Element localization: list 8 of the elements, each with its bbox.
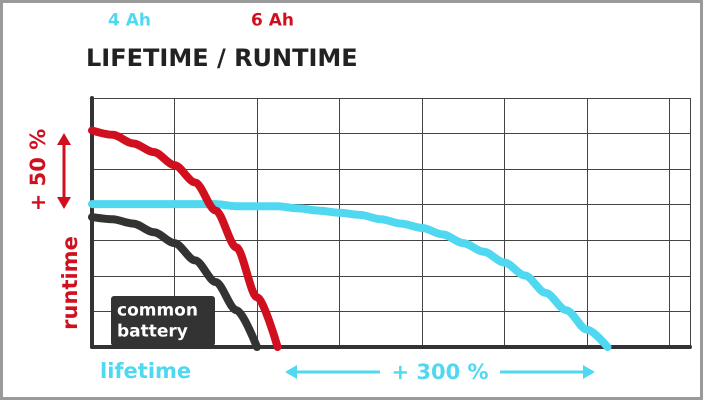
text: + 50 % [26, 128, 50, 214]
chart-title: LIFETIME / RUNTIME [86, 44, 358, 72]
y-axis-title: runtime [58, 235, 82, 332]
x-axis-title: lifetime [100, 359, 192, 383]
text: 6 Ah [251, 10, 294, 30]
text: + 300 % [390, 360, 490, 384]
text: 4 Ah [108, 10, 152, 30]
series-label: common battery [117, 300, 204, 342]
